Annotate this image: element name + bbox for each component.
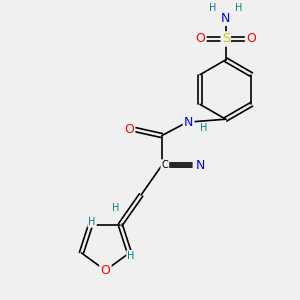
Text: O: O bbox=[124, 123, 134, 136]
Text: O: O bbox=[246, 32, 256, 46]
Text: N: N bbox=[221, 12, 230, 25]
Text: O: O bbox=[100, 264, 110, 277]
Text: S: S bbox=[222, 32, 230, 46]
Text: N: N bbox=[184, 116, 193, 129]
Text: N: N bbox=[196, 159, 205, 172]
Text: H: H bbox=[200, 123, 207, 133]
Text: H: H bbox=[112, 203, 119, 213]
Text: H: H bbox=[127, 251, 135, 261]
Text: H: H bbox=[236, 3, 243, 13]
Text: O: O bbox=[196, 32, 206, 46]
Text: H: H bbox=[209, 3, 216, 13]
Text: H: H bbox=[88, 217, 96, 227]
Text: C: C bbox=[161, 160, 168, 170]
